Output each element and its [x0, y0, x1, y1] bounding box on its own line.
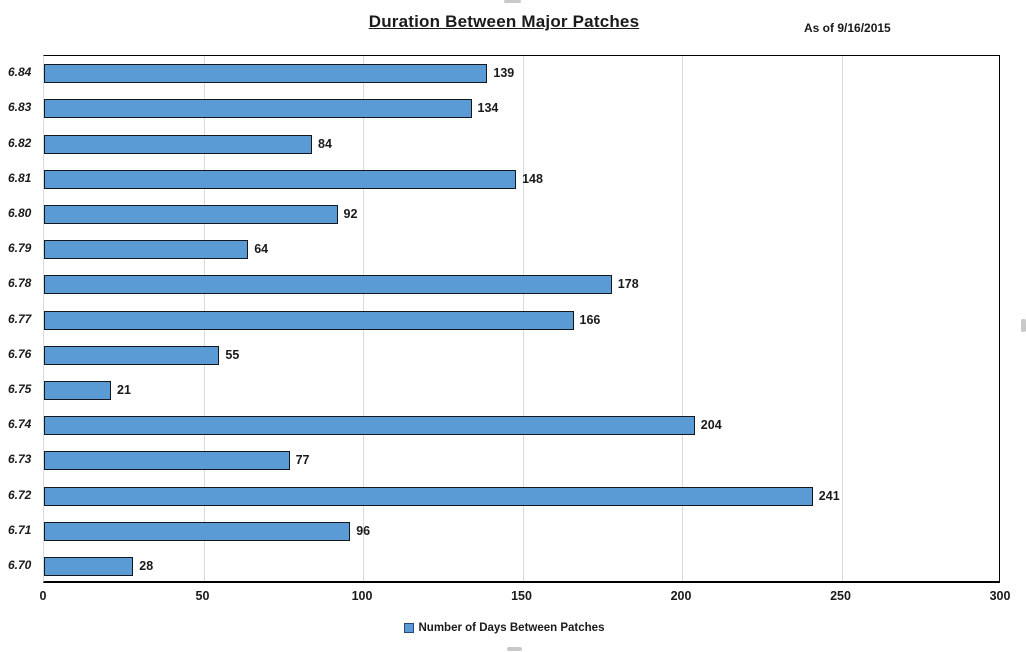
selection-handle-top[interactable] — [504, 0, 521, 3]
bar-6.81 — [44, 169, 517, 189]
x-axis-label-50: 50 — [195, 589, 210, 603]
x-axis-label-250: 250 — [830, 589, 851, 603]
bar-6.83 — [44, 99, 472, 119]
y-axis-label-6.83: 6.83 — [8, 100, 32, 115]
bar-6.70 — [44, 556, 134, 576]
chart-legend: Number of Days Between Patches — [0, 622, 1008, 634]
x-axis-label-0: 0 — [39, 589, 47, 603]
y-axis-label-6.75: 6.75 — [8, 381, 32, 396]
x-axis-label-200: 200 — [670, 589, 692, 603]
bar-6.77 — [44, 310, 574, 330]
data-label-6.74: 204 — [700, 418, 722, 433]
bar-6.79 — [44, 240, 249, 260]
x-axis-label-150: 150 — [511, 589, 532, 603]
data-label-6.81: 148 — [522, 171, 543, 186]
y-axis-label-6.72: 6.72 — [8, 487, 32, 502]
y-axis-label-6.80: 6.80 — [8, 205, 32, 220]
bar-6.84 — [44, 64, 488, 84]
y-axis-label-6.77: 6.77 — [8, 311, 32, 326]
data-label-6.84: 139 — [493, 66, 515, 81]
gridline — [842, 56, 843, 581]
bar-6.71 — [44, 521, 351, 541]
x-axis-label-300: 300 — [989, 589, 1011, 603]
data-label-6.76: 55 — [225, 347, 240, 362]
bar-6.80 — [44, 204, 338, 224]
bar-6.72 — [44, 486, 813, 506]
plot-area: 139 134 84 148 92 64 178 166 55 21 204 77 241 96 28 — [43, 55, 1000, 583]
y-axis-label-6.78: 6.78 — [8, 276, 32, 291]
selection-handle-bottom[interactable] — [507, 647, 522, 651]
y-axis-label-6.82: 6.82 — [8, 135, 32, 150]
data-label-6.70: 28 — [139, 558, 154, 573]
y-axis-label-6.79: 6.79 — [8, 241, 32, 256]
y-axis-label-6.76: 6.76 — [8, 346, 32, 361]
y-axis-label-6.70: 6.70 — [8, 557, 32, 572]
bar-6.74 — [44, 416, 695, 436]
y-axis-label-6.74: 6.74 — [8, 417, 32, 432]
y-axis-label-6.73: 6.73 — [8, 452, 32, 467]
data-label-6.78: 178 — [617, 277, 639, 292]
chart-title: Duration Between Major Patches — [368, 12, 640, 31]
gridline — [682, 56, 683, 581]
bar-6.76 — [44, 345, 220, 365]
y-axis-label-6.84: 6.84 — [8, 65, 32, 80]
data-label-6.75: 21 — [117, 382, 131, 397]
legend-marker-icon — [403, 623, 414, 633]
data-label-6.83: 134 — [477, 101, 499, 116]
y-axis-label-6.71: 6.71 — [8, 522, 32, 537]
bar-6.82 — [44, 134, 312, 154]
data-label-6.80: 92 — [343, 206, 358, 221]
data-label-6.71: 96 — [356, 523, 371, 538]
data-label-6.72: 241 — [818, 488, 840, 503]
legend-label: Number of Days Between Patches — [418, 622, 605, 634]
data-label-6.82: 84 — [318, 136, 332, 151]
x-axis-label-100: 100 — [351, 589, 373, 603]
data-label-6.77: 166 — [579, 312, 601, 327]
bar-6.78 — [44, 275, 612, 295]
y-axis-label-6.81: 6.81 — [8, 170, 32, 185]
data-label-6.73: 77 — [295, 453, 310, 468]
as-of-annotation: As of 9/16/2015 — [804, 21, 891, 35]
bar-6.75 — [44, 380, 111, 400]
data-label-6.79: 64 — [254, 242, 269, 257]
selection-handle-right[interactable] — [1021, 319, 1026, 332]
bar-6.73 — [44, 451, 290, 471]
